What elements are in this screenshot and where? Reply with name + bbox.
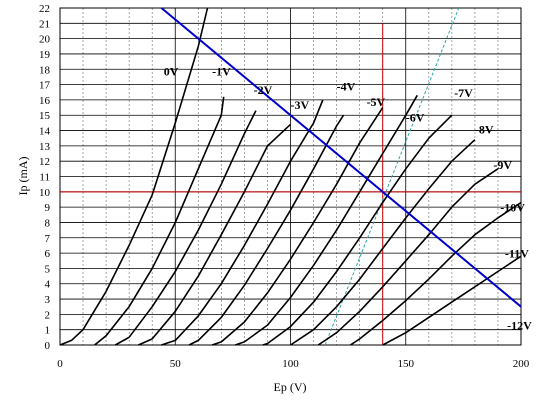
y-tick-label: 8	[45, 217, 51, 229]
x-tick-label: 150	[398, 358, 415, 370]
y-tick-label: 10	[39, 187, 51, 199]
curve-line	[188, 114, 345, 346]
curve-line	[290, 139, 476, 346]
curve-line	[138, 123, 292, 346]
curve-label: -6V	[406, 110, 425, 124]
curve-labels: 0V -1V -2V -3V -4V -5V -6V -7V -8V -9V -10V -11V -12…	[164, 64, 532, 332]
curve-line	[262, 114, 453, 346]
curve-label: -11V	[505, 247, 529, 261]
curve-label: -3V	[291, 98, 310, 112]
x-tick-label: 0	[57, 358, 63, 370]
y-tick-label: 1	[45, 325, 51, 337]
y-tick-label: 17	[39, 80, 51, 92]
y-tick-label: 22	[39, 3, 50, 15]
y-tick-label: 20	[39, 34, 51, 46]
y-tick-label: 5	[45, 263, 51, 275]
curve-line	[94, 96, 225, 346]
load-line-group	[160, 7, 522, 308]
dashed-line	[324, 7, 460, 346]
y-tick-label: 16	[39, 95, 51, 107]
y-tick-label: 4	[45, 279, 51, 291]
load-line	[160, 7, 522, 308]
y-tick-label: 14	[39, 126, 51, 138]
curve-line	[59, 7, 209, 346]
y-tick-label: 11	[39, 172, 50, 184]
y-tick-label: 2	[45, 309, 51, 321]
y-tick-label: 7	[45, 233, 51, 245]
curve-label: -7V	[454, 86, 473, 100]
y-tick-label: 19	[39, 49, 51, 61]
curve-label: -5V	[367, 95, 386, 109]
curve-line	[317, 168, 499, 346]
curves	[59, 7, 522, 346]
curve-line	[349, 201, 522, 346]
y-tick-label: 0	[45, 340, 51, 352]
x-tick-label: 50	[170, 358, 182, 370]
curve-label: -9V	[493, 158, 512, 172]
curve-label: -8V	[475, 123, 494, 137]
y-tick-label: 15	[39, 110, 51, 122]
y-tick-label: 18	[39, 64, 51, 76]
y-axis-title: Ip (mA)	[16, 157, 30, 196]
y-tick-label: 9	[45, 202, 51, 214]
y-tick-label: 13	[39, 141, 51, 153]
curve-line	[234, 94, 418, 346]
y-tick-label: 21	[39, 18, 50, 30]
x-tick-label: 100	[282, 358, 299, 370]
y-tick-label: 6	[45, 248, 51, 260]
curve-label: -4V	[337, 80, 356, 94]
x-axis-title: Ep (V)	[274, 380, 307, 394]
tick-labels: 0 50 100 150 2000123456789101112131415161718…	[39, 3, 530, 370]
curve-line	[161, 99, 324, 346]
curve-label: -2V	[254, 83, 273, 97]
curve-label: -1V	[212, 64, 231, 78]
curve-label: -12V	[507, 319, 532, 333]
y-tick-label: 3	[45, 294, 51, 306]
curve-line	[114, 110, 257, 346]
curve-line	[382, 255, 522, 346]
y-tick-label: 12	[39, 156, 50, 168]
curve-line	[211, 107, 384, 346]
curve-label: -10V	[500, 201, 525, 215]
reference-lines	[60, 7, 521, 346]
x-tick-label: 200	[513, 358, 530, 370]
curve-label: 0V	[164, 64, 179, 78]
major-grid	[59, 7, 522, 346]
